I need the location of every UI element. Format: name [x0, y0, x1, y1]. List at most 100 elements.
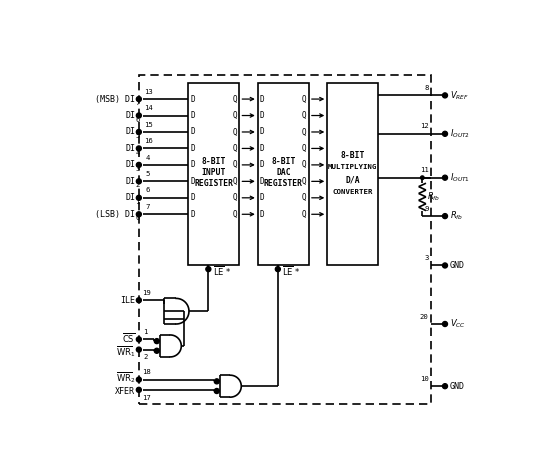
Circle shape: [136, 298, 141, 303]
Bar: [139, 76, 431, 405]
Circle shape: [442, 214, 448, 218]
Text: D: D: [190, 95, 195, 104]
Text: DI: DI: [125, 111, 135, 120]
Text: Q: Q: [302, 161, 307, 170]
Text: D: D: [190, 111, 195, 120]
Text: D: D: [190, 193, 195, 202]
Circle shape: [442, 322, 448, 326]
Circle shape: [136, 96, 141, 102]
Text: D: D: [260, 111, 264, 120]
Text: 1: 1: [135, 199, 140, 205]
Text: DI: DI: [125, 161, 135, 170]
Text: $\overline{\rm CS}$: $\overline{\rm CS}$: [122, 331, 135, 344]
Text: 5: 5: [135, 133, 140, 139]
Text: (LSB) DI: (LSB) DI: [95, 210, 135, 219]
Text: Q: Q: [302, 210, 307, 219]
Text: 11: 11: [420, 167, 429, 173]
Circle shape: [442, 131, 448, 136]
Text: MULTIPLYING: MULTIPLYING: [328, 164, 378, 171]
Text: 0: 0: [135, 215, 140, 221]
Text: GND: GND: [450, 261, 465, 270]
Text: Q: Q: [302, 177, 307, 186]
Text: D: D: [260, 161, 264, 170]
Text: Q: Q: [233, 111, 237, 120]
Text: D: D: [260, 144, 264, 153]
Text: 20: 20: [420, 314, 429, 320]
Text: D: D: [260, 177, 264, 186]
Circle shape: [136, 387, 141, 392]
Text: 8-BIT: 8-BIT: [341, 151, 365, 160]
Text: Q: Q: [233, 95, 237, 104]
Text: 5: 5: [146, 171, 150, 177]
Circle shape: [442, 263, 448, 268]
Circle shape: [206, 266, 211, 272]
Text: D: D: [190, 161, 195, 170]
Text: 8: 8: [424, 85, 429, 91]
Circle shape: [421, 176, 424, 180]
Text: D: D: [260, 193, 264, 202]
Circle shape: [136, 113, 141, 118]
Text: D: D: [260, 210, 264, 219]
Text: (MSB) DI: (MSB) DI: [95, 95, 135, 104]
Text: Q: Q: [233, 193, 237, 202]
Text: 8-BIT: 8-BIT: [202, 157, 226, 166]
Circle shape: [136, 146, 141, 151]
Text: D: D: [190, 127, 195, 136]
Text: $\overline{\rm WR}_1$: $\overline{\rm WR}_1$: [116, 344, 135, 359]
Text: Q: Q: [233, 127, 237, 136]
Text: D/A: D/A: [346, 175, 360, 184]
Circle shape: [136, 195, 141, 200]
Text: DAC: DAC: [276, 168, 291, 177]
Circle shape: [136, 347, 141, 352]
Text: $I_{OUT1}$: $I_{OUT1}$: [450, 171, 470, 184]
Circle shape: [136, 162, 141, 168]
Text: Q: Q: [302, 111, 307, 120]
Text: 13: 13: [143, 89, 152, 95]
Text: CONVERTER: CONVERTER: [333, 189, 373, 195]
Circle shape: [136, 377, 141, 382]
Text: $\overline{\rm WR}_2$: $\overline{\rm WR}_2$: [116, 370, 135, 385]
Circle shape: [442, 93, 448, 98]
Text: D: D: [260, 95, 264, 104]
Text: 4: 4: [135, 150, 140, 155]
Text: 3: 3: [135, 166, 140, 172]
Text: D: D: [260, 127, 264, 136]
Circle shape: [276, 266, 280, 272]
Text: $I_{OUT2}$: $I_{OUT2}$: [450, 128, 470, 140]
Text: 8-BIT: 8-BIT: [271, 157, 295, 166]
Text: 16: 16: [143, 138, 152, 144]
Text: 6: 6: [146, 188, 150, 193]
Text: Q: Q: [233, 161, 237, 170]
Text: Q: Q: [302, 144, 307, 153]
Text: 7: 7: [135, 100, 140, 106]
Circle shape: [214, 389, 219, 394]
Text: REGISTER: REGISTER: [264, 179, 303, 188]
Text: 6: 6: [135, 117, 140, 123]
Text: ILE: ILE: [120, 296, 135, 305]
Text: 10: 10: [420, 376, 429, 382]
Text: REGISTER: REGISTER: [194, 179, 233, 188]
Circle shape: [136, 337, 141, 342]
Text: 4: 4: [146, 154, 150, 161]
Text: XFER: XFER: [115, 387, 135, 396]
Text: 19: 19: [142, 290, 150, 296]
Bar: [258, 83, 309, 266]
Text: $\overline{\rm LE}$ *: $\overline{\rm LE}$ *: [213, 264, 231, 278]
Circle shape: [154, 348, 159, 353]
Text: Q: Q: [233, 210, 237, 219]
Text: Q: Q: [302, 95, 307, 104]
Text: 17: 17: [142, 395, 150, 400]
Text: DI: DI: [125, 193, 135, 202]
Text: 2: 2: [135, 182, 140, 189]
Text: DI: DI: [125, 144, 135, 153]
Text: $R_{fb}$: $R_{fb}$: [450, 210, 463, 222]
Text: Q: Q: [302, 193, 307, 202]
Text: Q: Q: [302, 127, 307, 136]
Text: $V_{REF}$: $V_{REF}$: [450, 89, 469, 102]
Bar: [327, 83, 378, 266]
Text: DI: DI: [125, 127, 135, 136]
Text: 15: 15: [143, 122, 152, 128]
Bar: [188, 83, 240, 266]
Text: $\overline{\rm LE}$ *: $\overline{\rm LE}$ *: [282, 264, 301, 278]
Text: INPUT: INPUT: [202, 168, 226, 177]
